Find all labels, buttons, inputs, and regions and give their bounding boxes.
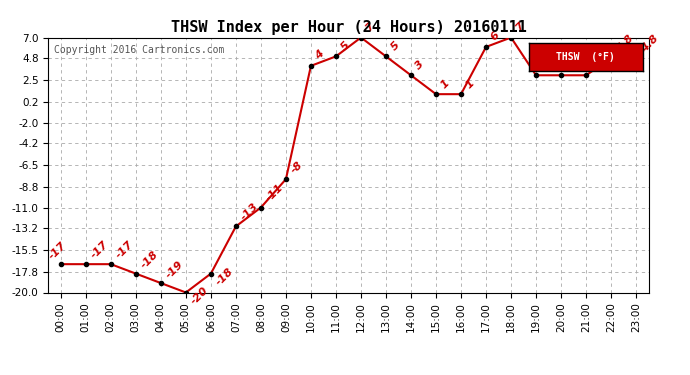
Text: -19: -19: [164, 259, 185, 280]
Title: THSW Index per Hour (24 Hours) 20160111: THSW Index per Hour (24 Hours) 20160111: [170, 20, 526, 35]
Text: 3: 3: [564, 58, 576, 71]
Text: 5: 5: [339, 40, 351, 52]
Text: -20: -20: [188, 285, 210, 306]
Text: -8: -8: [288, 159, 304, 175]
Text: 5: 5: [388, 40, 402, 52]
Text: -17: -17: [88, 239, 110, 260]
Text: 4.8: 4.8: [639, 33, 660, 54]
Text: -17: -17: [47, 240, 68, 261]
Text: -17: -17: [114, 239, 135, 260]
Text: 7: 7: [514, 21, 526, 33]
Text: 4: 4: [314, 49, 326, 62]
Text: -13: -13: [239, 201, 260, 222]
Text: -11: -11: [264, 182, 285, 203]
Text: 1: 1: [439, 78, 451, 90]
Text: -18: -18: [139, 249, 160, 271]
Text: 4.8: 4.8: [614, 33, 635, 54]
Text: 3: 3: [589, 58, 602, 71]
Text: Copyright 2016 Cartronics.com: Copyright 2016 Cartronics.com: [55, 45, 225, 55]
Text: 3: 3: [414, 58, 426, 71]
Text: 3: 3: [539, 58, 551, 71]
Text: 6: 6: [489, 30, 502, 43]
Text: 7: 7: [364, 21, 376, 33]
Text: 1: 1: [464, 78, 476, 90]
Text: -18: -18: [214, 266, 235, 288]
